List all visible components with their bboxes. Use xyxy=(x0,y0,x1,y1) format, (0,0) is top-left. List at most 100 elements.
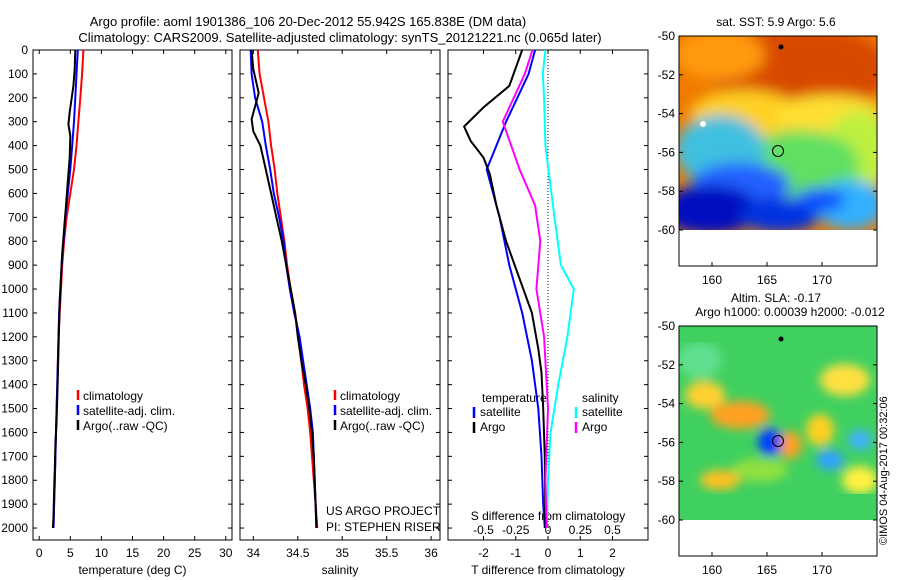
series-line-blue xyxy=(485,49,546,529)
y-tick-label: 200 xyxy=(8,91,28,105)
sla-map-axes: -50 -52 -54 -56 -58 -60 160 165 170 xyxy=(658,319,877,577)
y-tick-label: 1200 xyxy=(1,330,28,344)
x-tick-label: 25 xyxy=(188,546,202,560)
x-tick-label: 2 xyxy=(609,546,616,560)
pi-text: PI: STEPHEN RISER xyxy=(326,520,441,534)
legend-label: climatology xyxy=(83,389,143,403)
y-tick-label: 600 xyxy=(8,186,28,200)
y-tick-label: 1900 xyxy=(1,497,28,511)
top-x-tick-label: 0.25 xyxy=(569,523,593,537)
temperature-profile-panel: 0100200300400500600700800900100011001200… xyxy=(1,43,232,577)
x-tick-label: 10 xyxy=(95,546,109,560)
map-x-tick-label: 160 xyxy=(702,563,722,577)
x-axis-label: temperature (deg C) xyxy=(78,563,186,577)
series-line-black xyxy=(51,49,77,529)
series-line-magenta xyxy=(501,49,550,529)
x-tick-label: 20 xyxy=(157,546,171,560)
plot-frame xyxy=(32,49,233,541)
legend-label: climatology xyxy=(340,389,400,403)
y-tick-label: 300 xyxy=(8,115,28,129)
sst-float-marker xyxy=(772,145,784,157)
y-tick-label: 800 xyxy=(8,234,28,248)
top-x-tick-label: -0.25 xyxy=(502,523,530,537)
x-tick-label: 34 xyxy=(247,546,261,560)
map-y-tick-label: -52 xyxy=(658,68,676,82)
x-axis-label: salinity xyxy=(322,563,359,577)
legend-label: satellite-adj. clim. xyxy=(83,404,175,418)
series-line-black xyxy=(250,49,318,529)
top-x-tick-label: 0 xyxy=(545,523,552,537)
map-x-tick-label: 170 xyxy=(812,273,832,287)
legend-label: satellite xyxy=(582,405,623,419)
map-y-tick-label: -54 xyxy=(658,107,676,121)
x-tick-label: 5 xyxy=(67,546,74,560)
y-tick-label: 1100 xyxy=(2,306,28,320)
map-y-tick-label: -58 xyxy=(658,474,676,488)
sla-heatmap-image xyxy=(679,326,877,520)
sla-map-subtitle: Argo h1000: 0.00039 h2000: -0.012 xyxy=(695,305,885,319)
figure-title-line2: Climatology: CARS2009. Satellite-adjuste… xyxy=(78,30,601,45)
legend-label: satellite xyxy=(480,405,521,419)
legend-label: Argo xyxy=(480,420,506,434)
x-tick-label: 35 xyxy=(336,546,350,560)
x-tick-label: 34.5 xyxy=(286,546,310,560)
legend-label: Argo(..raw -QC) xyxy=(83,419,168,433)
y-tick-label: 1700 xyxy=(1,449,28,463)
map-y-tick-label: -60 xyxy=(658,513,676,527)
map-x-tick-label: 160 xyxy=(702,273,722,287)
x-tick-label: 30 xyxy=(219,546,233,560)
sst-map-axes: -50 -52 -54 -56 -58 -60 160 165 170 xyxy=(658,29,877,287)
y-tick-label: 1800 xyxy=(1,473,28,487)
y-tick-label: 500 xyxy=(8,163,28,177)
x-tick-label: 35.5 xyxy=(375,546,399,560)
x-tick-label: 1 xyxy=(577,546,584,560)
sla-map-title: Altim. SLA: -0.17 xyxy=(731,291,821,305)
y-tick-label: 900 xyxy=(8,258,28,272)
map-x-tick-label: 165 xyxy=(757,563,777,577)
sst-map-panel: sat. SST: 5.9 Argo: 5.6 -50 -52 -54 xyxy=(658,15,878,287)
series-line-blue xyxy=(249,49,318,529)
map-y-tick-label: -50 xyxy=(658,29,676,43)
sla-float-marker xyxy=(772,435,784,447)
y-tick-label: 1000 xyxy=(1,282,28,296)
map-x-tick-label: 170 xyxy=(812,563,832,577)
y-tick-label: 1300 xyxy=(1,354,28,368)
y-tick-label: 1400 xyxy=(1,378,28,392)
x-tick-label: -2 xyxy=(478,546,489,560)
legend-title-salinity: salinity xyxy=(582,391,619,405)
y-tick-label: 1600 xyxy=(1,425,28,439)
y-tick-label: 1500 xyxy=(1,402,28,416)
y-tick-label: 2000 xyxy=(1,521,28,535)
plot-frame xyxy=(239,49,441,541)
y-tick-label: 100 xyxy=(8,67,28,81)
y-tick-label: 700 xyxy=(8,210,28,224)
top-x-tick-label: -0.5 xyxy=(473,523,494,537)
x-tick-label: -1 xyxy=(510,546,521,560)
figure-title-line1: Argo profile: aoml 1901386_106 20-Dec-20… xyxy=(90,14,527,29)
y-tick-label: 400 xyxy=(8,139,28,153)
map-x-tick-label: 165 xyxy=(757,273,777,287)
legend-label: Argo(..raw -QC) xyxy=(340,419,425,433)
legend-label: satellite-adj. clim. xyxy=(340,404,432,418)
y-tick-label: 0 xyxy=(21,43,28,57)
map-y-tick-label: -58 xyxy=(658,184,676,198)
timestamp-text: ©IMOS 04-Aug-2017 00:32:06 xyxy=(878,396,890,545)
sla-map-panel: Altim. SLA: -0.17 Argo h1000: 0.00039 h2… xyxy=(658,291,885,577)
series-line-cyan xyxy=(541,49,575,529)
sst-map-title: sat. SST: 5.9 Argo: 5.6 xyxy=(716,15,836,29)
top-x-tick-label: 0.5 xyxy=(604,523,621,537)
legend-label: Argo xyxy=(582,420,608,434)
x-tick-label: 0 xyxy=(36,546,43,560)
x-tick-label: 36 xyxy=(424,546,438,560)
x-tick-label: 15 xyxy=(126,546,140,560)
salinity-profile-panel: 34 34.5 35 35.5 36 salinity climatologysatelli… xyxy=(239,49,441,577)
map-y-tick-label: -60 xyxy=(658,223,676,237)
map-y-tick-label: -56 xyxy=(658,435,676,449)
map-y-tick-label: -54 xyxy=(658,397,676,411)
series-line-blue xyxy=(52,49,79,529)
x-axis-label: T difference from climatology xyxy=(471,563,625,577)
series-line-black xyxy=(462,49,547,529)
legend-title-temperature: temperature xyxy=(482,391,547,405)
sst-heatmap-image xyxy=(679,36,877,230)
